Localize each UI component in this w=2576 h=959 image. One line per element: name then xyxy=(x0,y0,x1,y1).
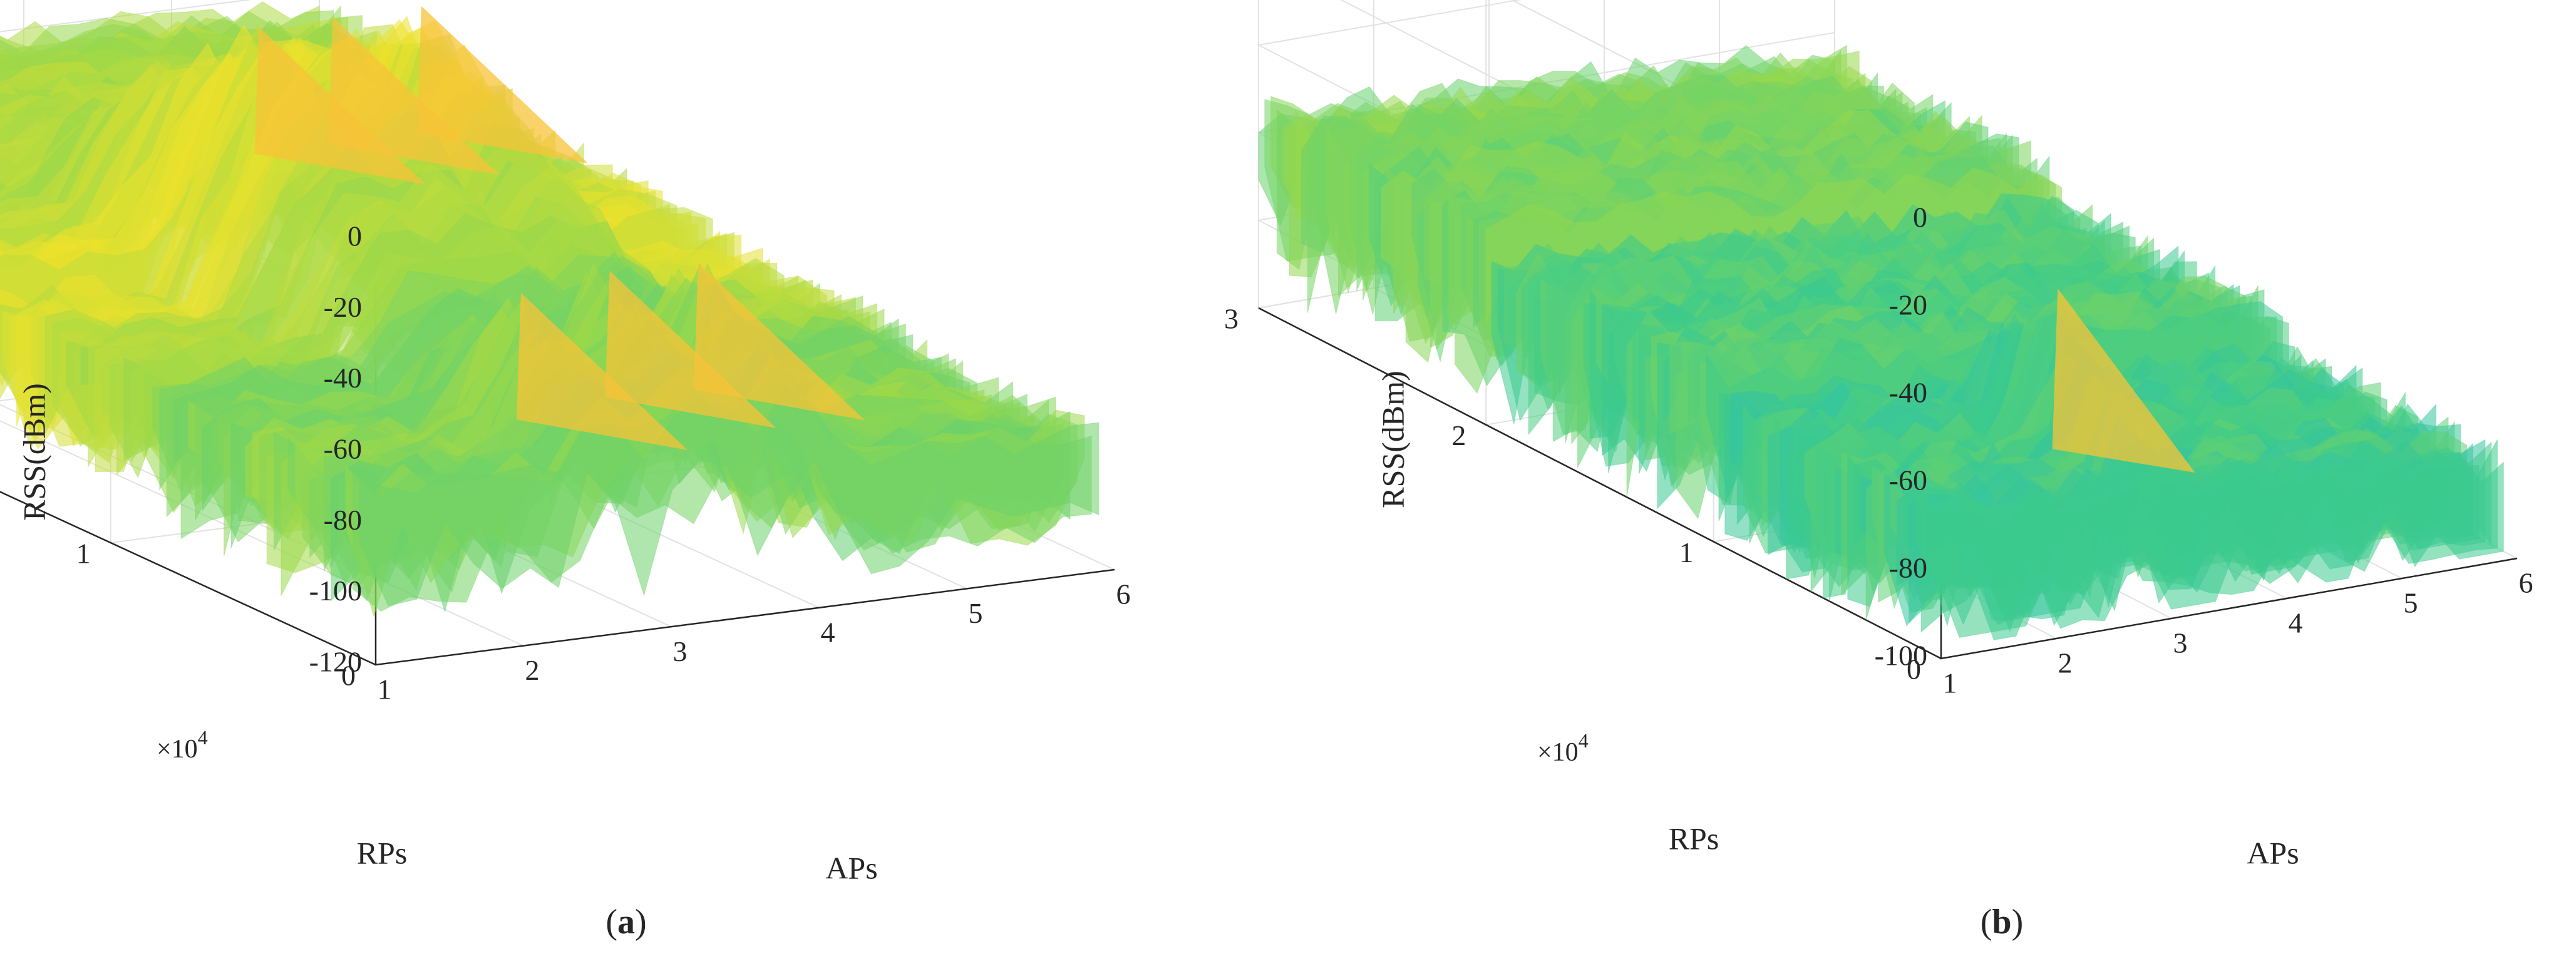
axis-line xyxy=(1258,307,1942,660)
y-tick-label: 3 xyxy=(1224,303,1239,335)
y-axis-label: RPs xyxy=(1669,821,1719,856)
tick-labels: 0-20-40-60-80-100-1201234560123 xyxy=(76,220,1131,705)
peak-mark xyxy=(417,6,589,163)
x-tick-label: 6 xyxy=(2519,567,2533,599)
z-tick-label: -60 xyxy=(324,433,362,465)
x-tick-label: 5 xyxy=(2404,587,2418,619)
panel-caption: (b) xyxy=(1981,903,2023,941)
rss-surface xyxy=(0,1,1100,618)
peak-mark xyxy=(516,292,688,450)
x-tick-label: 3 xyxy=(2173,627,2188,659)
z-tick-label: 0 xyxy=(348,220,362,252)
caption-label: a xyxy=(617,903,635,941)
x-tick-label: 1 xyxy=(378,674,392,705)
y-tick-label: 1 xyxy=(1679,536,1694,568)
y-tick-label: 1 xyxy=(76,538,91,570)
chart-panel-a: 0-20-40-60-80-100-1201234560123RSS(dBm)R… xyxy=(0,0,1131,941)
x-tick-label: 6 xyxy=(1116,578,1131,610)
y-tick-label: 0 xyxy=(1907,654,1921,685)
x-tick-label: 2 xyxy=(2058,647,2073,679)
z-tick-label: -60 xyxy=(1889,464,1927,496)
surface-ribbon xyxy=(1927,451,2504,640)
x-axis-label: APs xyxy=(825,850,877,885)
multiplier-exponent: 4 xyxy=(1579,729,1589,752)
z-tick-label: -40 xyxy=(1889,377,1927,409)
x-tick-label: 2 xyxy=(525,654,540,686)
multiplier-exponent: 4 xyxy=(198,726,208,749)
z-tick-label: -120 xyxy=(309,646,362,678)
z-tick-label: -20 xyxy=(1889,289,1927,321)
panel-caption: (a) xyxy=(605,903,646,941)
z-tick-label: -100 xyxy=(309,575,362,607)
x-tick-label: 3 xyxy=(673,635,688,667)
y-axis-multiplier: ×104 xyxy=(1537,729,1589,766)
peak-mark xyxy=(2052,288,2195,473)
x-axis-label: APs xyxy=(2247,835,2299,870)
y-axis-label: RPs xyxy=(357,835,408,870)
multiplier-base: ×10 xyxy=(157,735,198,764)
z-tick-label: -40 xyxy=(324,362,362,394)
z-tick-label: -80 xyxy=(1889,552,1927,584)
z-axis-label: RSS(dBm) xyxy=(16,383,51,521)
z-tick-label: -80 xyxy=(324,504,362,536)
multiplier-base: ×10 xyxy=(1537,738,1579,767)
caption-close: ) xyxy=(635,903,647,941)
axis-labels: RSS(dBm) RPs APs ×104 xyxy=(1375,371,2299,870)
caption-open: ( xyxy=(1981,903,1992,941)
caption-open: ( xyxy=(605,903,617,941)
z-axis-label: RSS(dBm) xyxy=(1375,371,1410,508)
z-tick-label: 0 xyxy=(1913,202,1927,233)
caption-close: ) xyxy=(2012,903,2024,941)
x-tick-label: 4 xyxy=(821,616,835,648)
y-axis-multiplier: ×104 xyxy=(157,726,208,763)
y-tick-label: 2 xyxy=(1451,419,1466,451)
caption-label: b xyxy=(1992,903,2011,941)
peak-mark xyxy=(694,262,865,421)
x-tick-label: 5 xyxy=(969,597,983,629)
axis-labels: RSS(dBm)RPs APs×104 xyxy=(16,383,877,885)
x-tick-label: 4 xyxy=(2289,607,2303,639)
x-tick-label: 1 xyxy=(1943,667,1957,699)
axis-line xyxy=(0,491,376,666)
z-tick-label: -100 xyxy=(1875,640,1927,672)
y-tick-label: 0 xyxy=(341,660,356,692)
z-tick-label: -20 xyxy=(324,291,362,323)
rss-surface xyxy=(1258,44,2504,640)
